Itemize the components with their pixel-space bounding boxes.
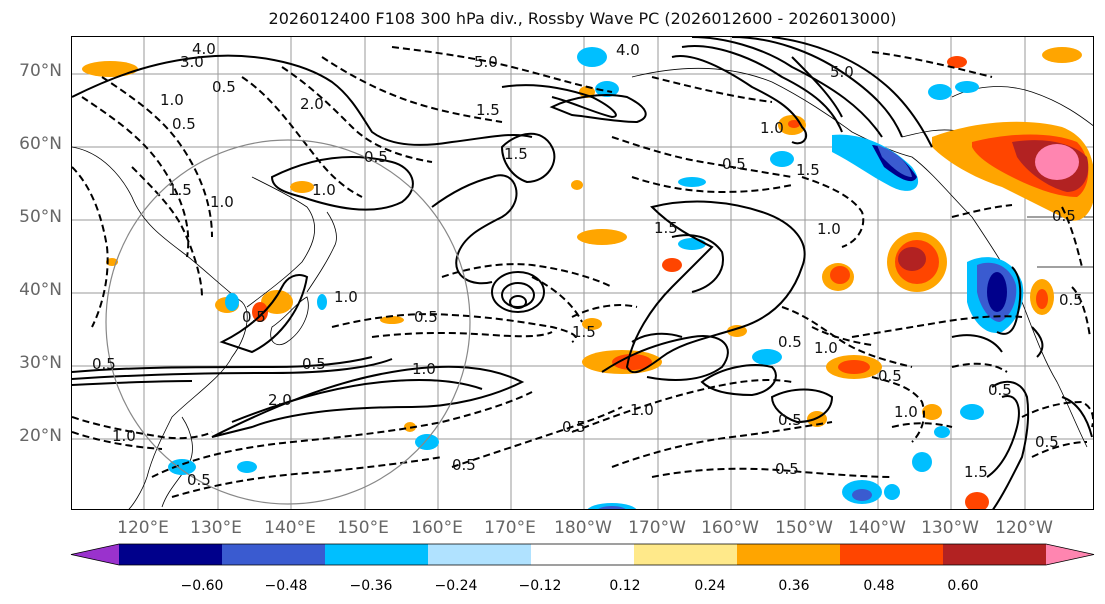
lon-label: 140°E: [264, 518, 316, 538]
contour-label: 0.5: [878, 367, 902, 385]
colorbar-tick-label: −0.48: [264, 578, 308, 594]
contour-label: 0.5: [242, 308, 266, 326]
contour-label: 1.5: [654, 219, 678, 237]
colorbar-tick-label: −0.24: [434, 578, 478, 594]
colorbar-segment: [737, 544, 841, 565]
contour-label: 1.0: [160, 91, 184, 109]
lat-label-60n: 60°N: [19, 134, 62, 154]
contour-label: 1.0: [760, 119, 784, 137]
dashed-contours: [72, 46, 1093, 498]
contour-label: 0.5: [1052, 207, 1076, 225]
colorbar-tick-label: 0.24: [694, 578, 726, 594]
lon-label: 130°E: [190, 518, 242, 538]
colorbar-segment: [531, 544, 635, 565]
contour-label: 0.5: [1059, 291, 1083, 309]
contour-label: 1.0: [112, 427, 136, 445]
contour-label: 0.5: [364, 148, 388, 166]
lon-label: 150°W: [775, 518, 833, 538]
solid-contours: [72, 37, 1093, 509]
contour-label: 1.5: [504, 145, 528, 163]
lon-label: 150°E: [337, 518, 389, 538]
contour-label: 0.5: [302, 355, 326, 373]
contour-label: 1.0: [210, 193, 234, 211]
contour-label: 1.5: [964, 463, 988, 481]
contour-label: 1.0: [817, 220, 841, 238]
lon-label: 160°E: [411, 518, 463, 538]
contour-label: 0.5: [775, 460, 799, 478]
lat-label-20n: 20°N: [19, 426, 62, 446]
contour-label: 4.0: [616, 41, 640, 59]
lon-label: 180°W: [554, 518, 612, 538]
contour-label: 1.0: [630, 401, 654, 419]
lon-label: 120°W: [995, 518, 1053, 538]
colorbar-extend-high: [1046, 544, 1094, 565]
lat-label-30n: 30°N: [19, 353, 62, 373]
colorbar-segment: [428, 544, 532, 565]
map-panel: 4.0 3.0 0.5 1.0 5.0 2.0 1.5 0.5 4.0 5.0 …: [71, 36, 1094, 510]
contour-label: 5.0: [830, 63, 854, 81]
colorbar-segment: [943, 544, 1047, 565]
contour-label: 0.5: [414, 308, 438, 326]
lon-label: 130°W: [921, 518, 979, 538]
lat-label-70n: 70°N: [19, 61, 62, 81]
colorbar-tick-label: 0.36: [778, 578, 810, 594]
contour-label: 0.5: [722, 155, 746, 173]
lon-label: 170°E: [484, 518, 536, 538]
lon-label: 160°W: [701, 518, 759, 538]
contour-label: 2.0: [300, 95, 324, 113]
contour-label: 1.5: [476, 101, 500, 119]
colorbar-svg: [70, 543, 1095, 566]
contour-label: 5.0: [474, 53, 498, 71]
contour-label: 0.5: [452, 456, 476, 474]
colorbar-segment: [840, 544, 944, 565]
colorbar-segment: [222, 544, 326, 565]
colorbar-tick-label: 0.60: [947, 578, 979, 594]
colorbar-tick-label: −0.60: [180, 578, 224, 594]
colorbar-outline: [70, 543, 1095, 566]
contour-label: 0.5: [562, 418, 586, 436]
lon-label: 170°W: [628, 518, 686, 538]
colorbar-segment: [119, 544, 223, 565]
colorbar-segment: [325, 544, 429, 565]
contour-label: 1.5: [796, 161, 820, 179]
contour-label: 0.5: [1035, 433, 1059, 451]
colorbar: [70, 543, 1095, 566]
colorbar-tick-label: 0.12: [609, 578, 641, 594]
contour-label: 2.0: [268, 391, 292, 409]
contour-label: 4.0: [192, 40, 216, 58]
lon-label: 120°E: [117, 518, 169, 538]
contour-label: 0.5: [778, 411, 802, 429]
contour-label: 1.0: [334, 288, 358, 306]
contour-label: 0.5: [778, 333, 802, 351]
graticule: [72, 37, 1093, 509]
colorbar-segment: [634, 544, 738, 565]
contour-label: 0.5: [172, 115, 196, 133]
contour-label: 0.5: [92, 355, 116, 373]
lon-label: 140°W: [848, 518, 906, 538]
lat-label-50n: 50°N: [19, 207, 62, 227]
contour-label: 1.5: [168, 181, 192, 199]
divergence-shading: [82, 47, 1093, 509]
colorbar-tick-label: 0.48: [863, 578, 895, 594]
chart-title: 2026012400 F108 300 hPa div., Rossby Wav…: [268, 9, 897, 28]
rossby-wave-circle: [105, 139, 471, 505]
contour-label: 0.5: [988, 381, 1012, 399]
contour-label: 1.0: [894, 403, 918, 421]
contour-label: 0.5: [187, 471, 211, 489]
lat-label-40n: 40°N: [19, 280, 62, 300]
map-canvas: 4.0 3.0 0.5 1.0 5.0 2.0 1.5 0.5 4.0 5.0 …: [72, 37, 1093, 509]
contour-label: 1.0: [814, 339, 838, 357]
contour-label: 3.0: [180, 53, 204, 71]
contour-label: 1.0: [412, 360, 436, 378]
contour-label-layer: 4.0 3.0 0.5 1.0 5.0 2.0 1.5 0.5 4.0 5.0 …: [92, 40, 1083, 489]
colorbar-extend-low: [71, 544, 119, 565]
contour-label: 1.5: [572, 323, 596, 341]
colorbar-tick-label: −0.12: [518, 578, 562, 594]
contour-label: 0.5: [212, 78, 236, 96]
colorbar-tick-label: −0.36: [349, 578, 393, 594]
contour-label: 1.0: [312, 181, 336, 199]
